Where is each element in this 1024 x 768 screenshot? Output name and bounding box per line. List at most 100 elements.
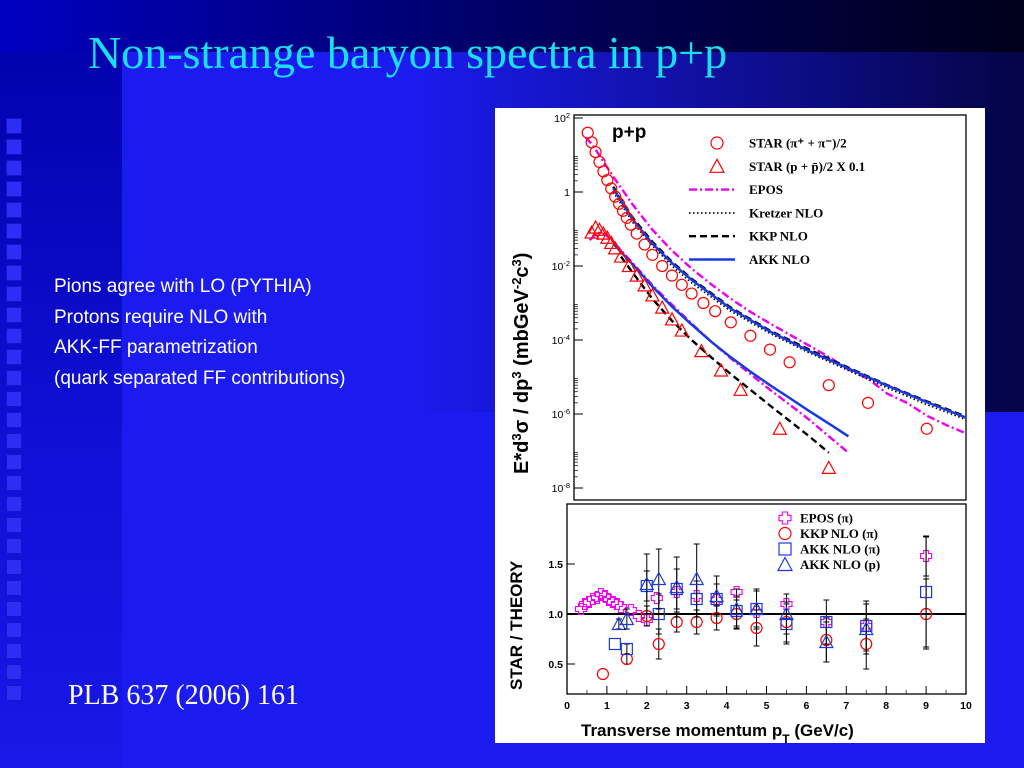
legend-label: Kretzer NLO <box>749 205 823 220</box>
data-point <box>783 356 796 369</box>
y-label-part: 3 <box>509 433 524 440</box>
x-axis-label: Transverse momentum pT (GeV/c) <box>581 721 854 743</box>
ratio-point <box>619 611 635 626</box>
decorative-square <box>6 601 22 617</box>
data-point <box>920 422 933 435</box>
data-point <box>709 305 722 318</box>
decorative-square <box>6 685 22 701</box>
data-point <box>609 190 622 203</box>
spectra-markers <box>581 126 933 474</box>
legend-label: EPOS (π) <box>800 511 853 526</box>
y-tick-label: 10-6 <box>552 407 570 422</box>
decorative-square <box>6 286 22 302</box>
ratio-y-axis-label: STAR / THEORY <box>507 560 526 690</box>
data-point <box>621 258 637 273</box>
data-point <box>697 296 710 310</box>
ratio-legend: EPOS (π)KKP NLO (π)AKK NLO (π)AKK NLO (p… <box>776 511 880 572</box>
y-tick-exponent: -4 <box>563 333 570 342</box>
note-line: Pions agree with LO (PYTHIA) <box>54 276 312 297</box>
data-point <box>685 287 698 300</box>
y-tick-base: 10 <box>552 409 564 421</box>
note-line: Protons require NLO with <box>54 306 268 328</box>
legend-marker <box>708 158 726 173</box>
figure-panel: 102 1 10-2 10 -4 10-6 10-8 p+p STAR (π⁺ + π⁻)/… <box>495 108 985 746</box>
data-point <box>601 173 614 187</box>
ratio-point <box>818 634 834 649</box>
decorative-square <box>6 370 22 386</box>
decorative-square <box>6 160 22 176</box>
data-point <box>607 240 623 255</box>
ratio-point <box>920 585 933 599</box>
data-point <box>675 278 688 291</box>
y-tick-exponent: -6 <box>563 407 570 416</box>
x-tick-label: 6 <box>803 700 809 712</box>
ratio-frame <box>566 503 967 695</box>
data-point <box>654 299 670 314</box>
ratio-markers <box>574 535 933 681</box>
data-point <box>821 460 837 474</box>
decorative-square <box>6 202 22 218</box>
data-point <box>724 316 737 329</box>
y-tick-label: 102 <box>554 111 570 126</box>
data-point <box>733 382 749 396</box>
data-point <box>638 238 651 251</box>
ratio-point <box>596 667 610 681</box>
decorative-square <box>6 328 22 344</box>
x-label-part: Transverse momentum p <box>581 721 782 740</box>
legend-label: KKP NLO <box>749 229 808 244</box>
data-point <box>637 277 653 292</box>
data-point <box>713 362 729 377</box>
data-point <box>744 329 757 342</box>
y-tick-exponent: 2 <box>566 111 570 120</box>
ratio-point <box>651 571 667 586</box>
decorative-square <box>6 433 22 449</box>
spectra-curves <box>584 136 967 454</box>
ratio-point <box>709 588 725 603</box>
decorative-square <box>6 475 22 491</box>
legend-marker <box>710 136 724 150</box>
y-tick-base: 1 <box>564 187 570 199</box>
y-label-part: σ <box>511 419 533 433</box>
data-point <box>763 343 777 356</box>
data-point <box>612 197 626 210</box>
legend-marker <box>778 526 792 541</box>
data-point <box>624 218 637 231</box>
y-tick-label: 1.5 <box>548 559 563 571</box>
ratio-point <box>749 601 765 616</box>
decorative-square <box>6 118 22 134</box>
data-point <box>772 420 788 435</box>
data-point <box>616 204 630 217</box>
ratio-point <box>614 600 627 614</box>
slide-title: Non-strange baryon spectra in p+p <box>88 27 728 78</box>
top-background-band <box>0 0 1024 52</box>
decorative-square <box>6 181 22 197</box>
spectra-y-axis-label: E*d3σ / dp3 (mbGeV-2c3) <box>509 253 534 474</box>
y-tick-exponent: -2 <box>563 259 570 268</box>
x-tick-label: 9 <box>923 700 929 712</box>
ratio-point <box>639 576 655 591</box>
decorative-square <box>6 517 22 533</box>
decorative-square <box>6 643 22 659</box>
data-point <box>665 269 679 282</box>
decorative-square <box>6 412 22 428</box>
decorative-square <box>6 391 22 407</box>
y-tick-label: 10-2 <box>552 259 570 274</box>
panel-label: p+p <box>612 122 646 143</box>
legend-label: STAR (π⁺ + π⁻)/2 <box>749 136 847 151</box>
ratio-point <box>858 621 874 636</box>
ratio-point <box>778 606 794 621</box>
legend-marker <box>776 556 794 572</box>
y-label-part: c <box>511 266 533 277</box>
decorative-square <box>6 622 22 638</box>
y-tick-label: 10-8 <box>552 481 570 496</box>
note-line: AKK-FF parametrization <box>54 337 258 358</box>
spectra-panel: 102 1 10-2 10 -4 10-6 10-8 p+p STAR (π⁺ + π⁻)/… <box>509 111 967 501</box>
y-label-part: 3 <box>509 371 524 378</box>
spectra-legend: STAR (π⁺ + π⁻)/2 STAR (p + p̄)/2 X 0.1 EPO… <box>689 136 865 267</box>
data-point <box>630 227 643 240</box>
y-label-part: -2 <box>509 278 524 290</box>
curve-line <box>612 242 850 438</box>
y-label-part: / dp <box>511 379 533 420</box>
x-tick-label: 4 <box>724 700 730 712</box>
spectra-y-ticks: 102 1 10-2 10 -4 10-6 10-8 <box>552 111 583 496</box>
